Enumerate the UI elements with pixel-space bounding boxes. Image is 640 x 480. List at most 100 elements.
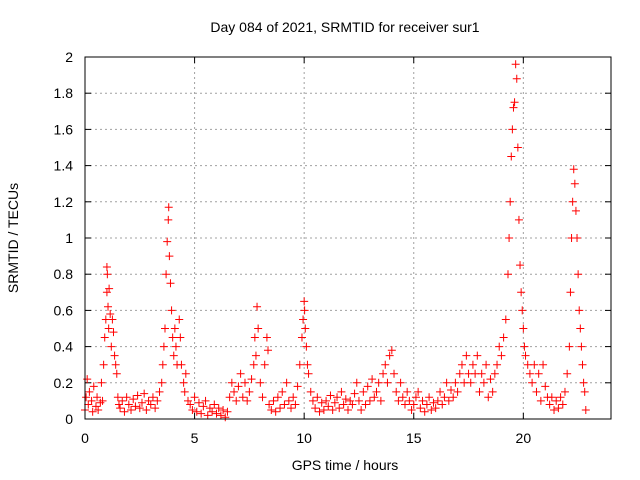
data-point xyxy=(163,237,172,246)
y-tick-label: 0.2 xyxy=(54,375,74,391)
data-point xyxy=(322,396,331,405)
data-point xyxy=(324,402,333,411)
data-point xyxy=(99,360,108,369)
data-point xyxy=(418,396,427,405)
data-point xyxy=(545,400,554,409)
data-point xyxy=(302,342,311,351)
data-point xyxy=(184,396,193,405)
data-point xyxy=(303,360,312,369)
data-point xyxy=(102,262,111,271)
data-point xyxy=(416,404,425,413)
data-point xyxy=(486,375,495,384)
data-point xyxy=(293,382,302,391)
data-point xyxy=(105,284,114,293)
data-point xyxy=(372,387,381,396)
data-point xyxy=(299,315,308,324)
data-point xyxy=(135,404,144,413)
y-tick-label: 0.6 xyxy=(54,302,74,318)
data-point xyxy=(352,378,361,387)
data-point xyxy=(403,387,412,396)
data-point xyxy=(258,393,267,402)
data-point xyxy=(249,360,258,369)
data-point xyxy=(563,369,572,378)
data-point xyxy=(262,333,271,342)
data-point xyxy=(433,396,442,405)
data-point xyxy=(104,302,113,311)
data-point xyxy=(550,405,559,414)
data-point xyxy=(234,382,243,391)
data-point xyxy=(521,351,530,360)
data-point xyxy=(151,404,160,413)
data-point xyxy=(243,396,252,405)
data-point xyxy=(497,351,506,360)
y-axis-ticks: 0 0.2 0.4 0.6 0.8 1 1.2 1.4 1.6 1.8 2 xyxy=(54,49,611,427)
data-point xyxy=(83,375,92,384)
data-point xyxy=(339,400,348,409)
data-point xyxy=(284,396,293,405)
data-point xyxy=(103,270,112,279)
data-point xyxy=(256,378,265,387)
data-point xyxy=(374,378,383,387)
data-point xyxy=(528,378,537,387)
data-point xyxy=(427,405,436,414)
data-point xyxy=(501,315,510,324)
data-point xyxy=(131,402,140,411)
data-point xyxy=(160,324,169,333)
data-point xyxy=(212,409,221,418)
y-tick-label: 1 xyxy=(65,230,73,246)
data-point xyxy=(194,398,203,407)
data-point xyxy=(511,60,520,69)
y-tick-label: 1.8 xyxy=(54,85,74,101)
data-point xyxy=(273,393,282,402)
data-point xyxy=(473,351,482,360)
data-point xyxy=(166,279,175,288)
data-point xyxy=(230,387,239,396)
data-point xyxy=(506,197,515,206)
x-tick-label: 20 xyxy=(516,430,532,446)
data-point xyxy=(287,404,296,413)
data-point xyxy=(205,404,214,413)
data-point xyxy=(140,389,149,398)
data-point xyxy=(541,382,550,391)
data-point xyxy=(411,393,420,402)
data-point xyxy=(301,324,310,333)
data-point xyxy=(560,387,569,396)
data-point xyxy=(556,393,565,402)
data-point xyxy=(431,404,440,413)
data-point xyxy=(422,400,431,409)
data-point xyxy=(297,333,306,342)
data-point xyxy=(344,405,352,414)
data-point xyxy=(221,413,230,422)
data-point xyxy=(129,395,138,404)
data-point xyxy=(100,333,109,342)
data-point xyxy=(208,407,217,416)
data-point xyxy=(179,378,188,387)
data-point xyxy=(108,315,117,324)
data-point xyxy=(539,360,548,369)
data-point xyxy=(444,396,453,405)
data-point xyxy=(240,378,249,387)
data-point xyxy=(238,393,247,402)
data-point xyxy=(311,404,320,413)
data-point xyxy=(354,396,363,405)
data-point xyxy=(484,393,493,402)
data-point xyxy=(291,400,300,409)
data-point xyxy=(188,405,197,414)
data-point xyxy=(162,270,171,279)
data-point xyxy=(167,306,176,315)
data-point xyxy=(210,400,219,409)
data-point xyxy=(520,342,529,351)
data-point xyxy=(363,382,372,391)
y-axis-label: SRMTID / TECUs xyxy=(5,183,21,293)
data-point xyxy=(326,391,335,400)
data-point xyxy=(177,360,186,369)
data-point xyxy=(250,333,259,342)
data-point xyxy=(490,369,499,378)
data-point xyxy=(137,398,146,407)
data-point xyxy=(407,405,416,414)
data-point xyxy=(333,393,342,402)
data-point xyxy=(503,270,512,279)
data-point xyxy=(578,360,587,369)
data-point xyxy=(440,393,449,402)
data-point xyxy=(580,387,589,396)
